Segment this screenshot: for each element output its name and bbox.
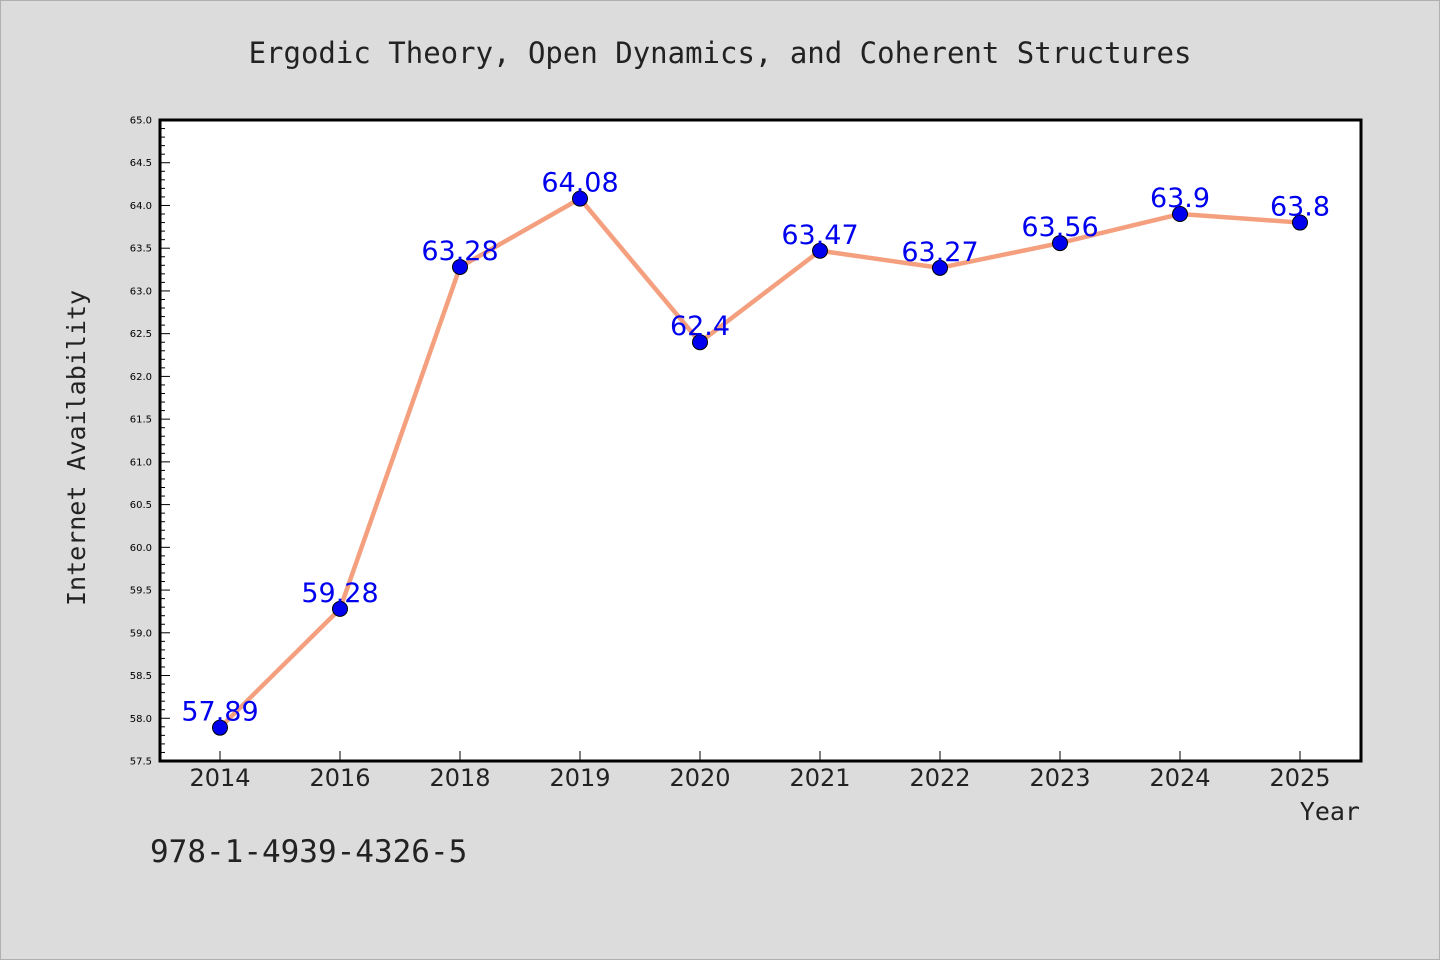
y-tick-label: 62.5 xyxy=(130,329,152,340)
data-label: 63.27 xyxy=(901,237,978,268)
x-tick-label: 2024 xyxy=(1149,764,1210,792)
x-tick-label: 2020 xyxy=(669,764,730,792)
data-label: 63.47 xyxy=(781,220,858,251)
x-axis: 2014 2016 2018 2019 2020 2021 2022 2023 2024 2025 xyxy=(189,751,1331,792)
y-tick-label: 63.5 xyxy=(130,244,152,255)
data-label-layer: 57.89 59.28 63.28 64.08 62.4 63.47 63.27 63.56 6… xyxy=(181,168,1330,728)
y-tick-label: 60.0 xyxy=(130,543,152,554)
data-label: 62.4 xyxy=(670,311,730,342)
x-tick-label: 2021 xyxy=(789,764,850,792)
data-label: 63.9 xyxy=(1150,183,1210,214)
x-tick-label: 2022 xyxy=(909,764,970,792)
data-point xyxy=(1172,206,1188,223)
plot-area xyxy=(158,118,1363,763)
series-layer xyxy=(212,190,1308,736)
y-tick-label: 63.0 xyxy=(130,286,152,297)
x-tick-label: 2025 xyxy=(1269,764,1330,792)
data-point xyxy=(1052,235,1068,252)
y-axis-label: Internet Availability xyxy=(62,290,91,606)
y-tick-label: 57.5 xyxy=(130,757,152,768)
y-tick-label: 58.0 xyxy=(130,714,152,725)
data-point xyxy=(692,334,708,351)
y-tick-label: 59.5 xyxy=(130,586,152,597)
x-tick-label: 2016 xyxy=(309,764,370,792)
series-line xyxy=(217,196,1303,730)
y-tick-label: 61.5 xyxy=(130,415,152,426)
data-label: 63.8 xyxy=(1270,192,1330,223)
data-point xyxy=(812,242,828,259)
y-tick-label: 64.5 xyxy=(130,158,152,169)
data-point xyxy=(212,719,228,736)
y-tick-label: 61.0 xyxy=(130,457,152,468)
data-point xyxy=(572,190,588,207)
data-label: 57.89 xyxy=(181,697,258,728)
data-label: 63.56 xyxy=(1021,212,1098,243)
x-tick-label: 2014 xyxy=(189,764,250,792)
y-tick-label: 62.0 xyxy=(130,372,152,383)
x-tick-label: 2018 xyxy=(429,764,490,792)
x-axis-label: Year xyxy=(1300,797,1360,826)
data-label: 59.28 xyxy=(301,578,378,609)
y-tick-label: 59.0 xyxy=(130,628,152,639)
x-tick-label: 2023 xyxy=(1029,764,1090,792)
data-point xyxy=(932,259,948,276)
y-tick-label: 60.5 xyxy=(130,500,152,511)
footer-code: 978-1-4939-4326-5 xyxy=(150,834,468,870)
y-axis: 57.5 58.0 58.5 59.0 59.5 60.0 60.5 61.0 61.5 62.0… xyxy=(130,116,170,768)
data-point xyxy=(452,259,468,276)
y-tick-label: 64.0 xyxy=(130,201,152,212)
data-label: 64.08 xyxy=(541,168,618,199)
y-tick-label: 65.0 xyxy=(130,116,152,127)
x-tick-label: 2019 xyxy=(549,764,610,792)
data-label: 63.28 xyxy=(421,236,498,267)
data-point xyxy=(332,600,348,617)
data-point xyxy=(1292,214,1308,231)
chart-title: Ergodic Theory, Open Dynamics, and Coher… xyxy=(249,36,1192,70)
y-tick-label: 58.5 xyxy=(130,671,152,682)
